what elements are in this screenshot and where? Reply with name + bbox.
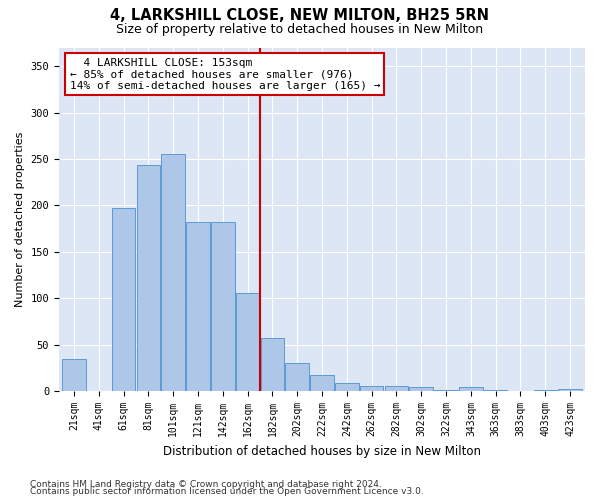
Bar bbox=[310, 376, 334, 391]
Bar bbox=[385, 386, 408, 391]
Y-axis label: Number of detached properties: Number of detached properties bbox=[15, 132, 25, 307]
Bar bbox=[186, 222, 210, 391]
Bar bbox=[137, 166, 160, 391]
Bar bbox=[459, 388, 482, 391]
Bar bbox=[286, 364, 309, 391]
Bar bbox=[236, 292, 259, 391]
Bar bbox=[211, 222, 235, 391]
Bar bbox=[533, 390, 557, 391]
Bar bbox=[434, 390, 458, 391]
Text: 4 LARKSHILL CLOSE: 153sqm
← 85% of detached houses are smaller (976)
14% of semi: 4 LARKSHILL CLOSE: 153sqm ← 85% of detac… bbox=[70, 58, 380, 91]
Text: Size of property relative to detached houses in New Milton: Size of property relative to detached ho… bbox=[116, 22, 484, 36]
Text: 4, LARKSHILL CLOSE, NEW MILTON, BH25 5RN: 4, LARKSHILL CLOSE, NEW MILTON, BH25 5RN bbox=[110, 8, 490, 22]
Bar bbox=[360, 386, 383, 391]
Text: Contains HM Land Registry data © Crown copyright and database right 2024.: Contains HM Land Registry data © Crown c… bbox=[30, 480, 382, 489]
Bar bbox=[484, 390, 508, 391]
Text: Contains public sector information licensed under the Open Government Licence v3: Contains public sector information licen… bbox=[30, 487, 424, 496]
Bar bbox=[62, 358, 86, 391]
Bar bbox=[335, 383, 359, 391]
Bar bbox=[559, 390, 582, 391]
Bar bbox=[161, 154, 185, 391]
Bar bbox=[112, 208, 136, 391]
Bar bbox=[409, 388, 433, 391]
Bar bbox=[260, 338, 284, 391]
X-axis label: Distribution of detached houses by size in New Milton: Distribution of detached houses by size … bbox=[163, 444, 481, 458]
